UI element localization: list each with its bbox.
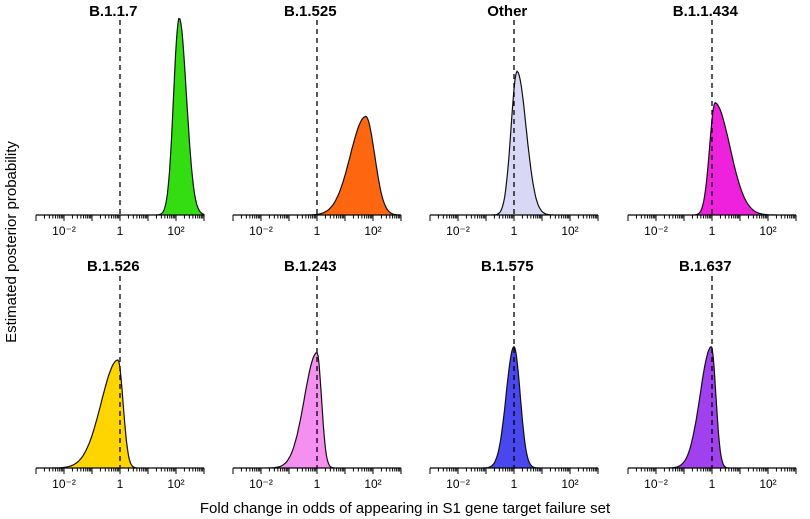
x-tick-label: 10⁻² [644,477,668,491]
x-tick-label: 10⁻² [52,477,76,491]
panel-b-1-637: 10⁻² 1 10² B.1.637 [627,258,797,491]
panel-title: B.1.526 [87,258,140,275]
x-tick-label: 1 [314,477,321,491]
x-tick-label: 10² [759,477,776,491]
panels: 10⁻² 1 10² B.1.1.7 10⁻² 1 10² B.1.525 10⁻² 1 10² Ot… [35,3,797,491]
panel-b-1-526: 10⁻² 1 10² B.1.526 [35,258,205,491]
panel-title: B.1.575 [481,258,534,275]
x-tick-label: 10⁻² [446,477,470,491]
panel-title: B.1.243 [284,258,337,275]
panel-b-1-575: 10⁻² 1 10² B.1.575 [429,258,599,491]
x-tick-label: 10⁻² [249,224,273,238]
x-tick-label: 10² [167,477,184,491]
panel-title: Other [487,3,527,20]
x-tick-label: 1 [511,477,518,491]
x-tick-label: 1 [117,477,124,491]
panel-other: 10⁻² 1 10² Other [429,3,599,238]
x-tick-label: 1 [709,224,716,238]
x-tick-label: 10² [561,224,578,238]
x-tick-label: 10² [364,477,381,491]
x-tick-label: 1 [117,224,124,238]
panel-b-1-1-7: 10⁻² 1 10² B.1.1.7 [35,3,205,238]
panel-b-1-1-434: 10⁻² 1 10² B.1.1.434 [627,3,797,238]
x-tick-label: 1 [314,224,321,238]
y-axis-title: Estimated posterior probability [3,141,20,343]
panel-title: B.1.1.7 [89,3,137,20]
panel-b-1-525: 10⁻² 1 10² B.1.525 [232,3,402,238]
x-tick-label: 10² [167,224,184,238]
x-tick-label: 1 [511,224,518,238]
x-tick-label: 10⁻² [52,224,76,238]
x-tick-label: 10² [759,224,776,238]
panel-title: B.1.637 [679,258,732,275]
x-tick-label: 10⁻² [249,477,273,491]
x-tick-label: 10² [364,224,381,238]
x-axis-title: Fold change in odds of appearing in S1 g… [200,500,611,517]
panel-b-1-243: 10⁻² 1 10² B.1.243 [232,258,402,491]
x-tick-label: 10⁻² [446,224,470,238]
panel-title: B.1.1.434 [673,3,739,20]
panel-title: B.1.525 [284,3,337,20]
x-tick-label: 10⁻² [644,224,668,238]
x-tick-label: 10² [561,477,578,491]
x-tick-label: 1 [709,477,716,491]
